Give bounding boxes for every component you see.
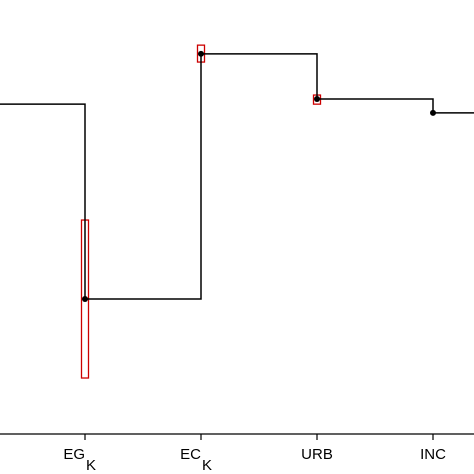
x-tick-label: INC	[420, 446, 446, 463]
x-tick-subscript: K	[86, 457, 96, 474]
x-tick-label: EC	[180, 446, 201, 463]
point	[430, 109, 436, 116]
x-tick-label: EG	[63, 446, 85, 463]
step-line	[0, 53, 474, 300]
x-tick-label: URB	[301, 446, 333, 463]
point	[198, 50, 204, 57]
point	[82, 296, 88, 303]
x-tick-subscript: K	[202, 457, 212, 474]
point	[314, 95, 320, 102]
